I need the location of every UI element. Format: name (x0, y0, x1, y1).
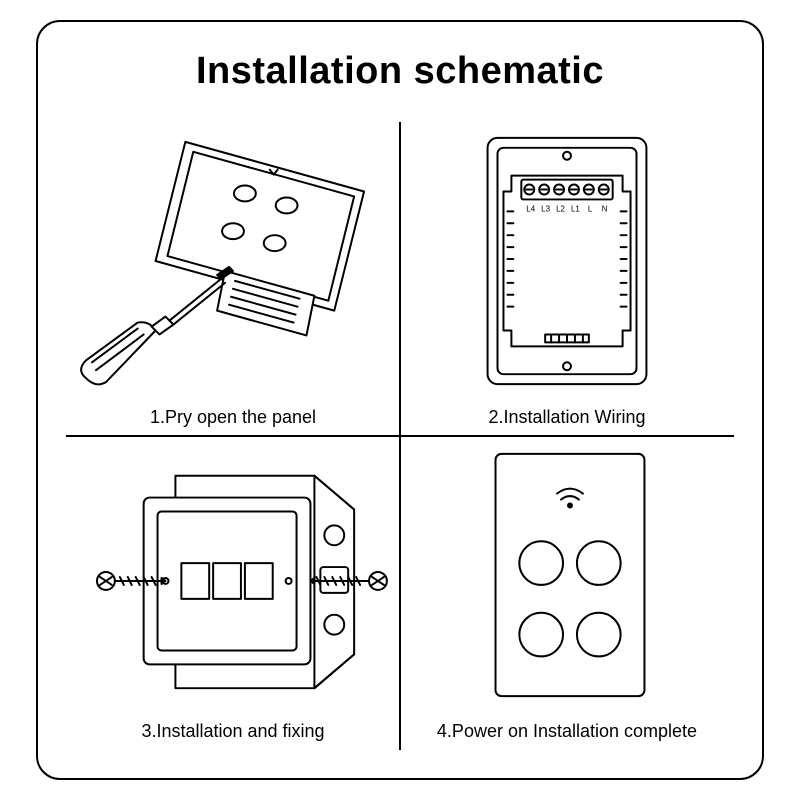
svg-text:L2: L2 (556, 204, 565, 213)
front-plate (144, 498, 311, 665)
step-2: L4 L3 L2 L1 L N 2.Installation Wiring (400, 122, 734, 436)
step-2-illustration: L4 L3 L2 L1 L N (400, 122, 734, 400)
step-grid: 1.Pry open the panel (66, 122, 734, 750)
svg-text:L3: L3 (541, 204, 550, 213)
svg-text:L1: L1 (571, 204, 580, 213)
screwdriver-icon (81, 267, 233, 384)
step-1: 1.Pry open the panel (66, 122, 400, 436)
step-1-illustration (66, 122, 400, 400)
step-2-caption: 2.Installation Wiring (400, 407, 734, 428)
svg-text:N: N (602, 204, 608, 213)
step-4: 4.Power on Installation complete (400, 436, 734, 750)
step-3-illustration (66, 436, 400, 714)
step-4-illustration (400, 436, 734, 714)
step-4-caption: 4.Power on Installation complete (400, 721, 734, 742)
step-3: 3.Installation and fixing (66, 436, 400, 750)
svg-text:L: L (588, 204, 593, 213)
step-1-caption: 1.Pry open the panel (66, 407, 400, 428)
step-3-caption: 3.Installation and fixing (66, 721, 400, 742)
terminal-label: L4 (526, 204, 535, 213)
page-title: Installation schematic (38, 50, 762, 93)
schematic-frame: Installation schematic (36, 20, 764, 780)
